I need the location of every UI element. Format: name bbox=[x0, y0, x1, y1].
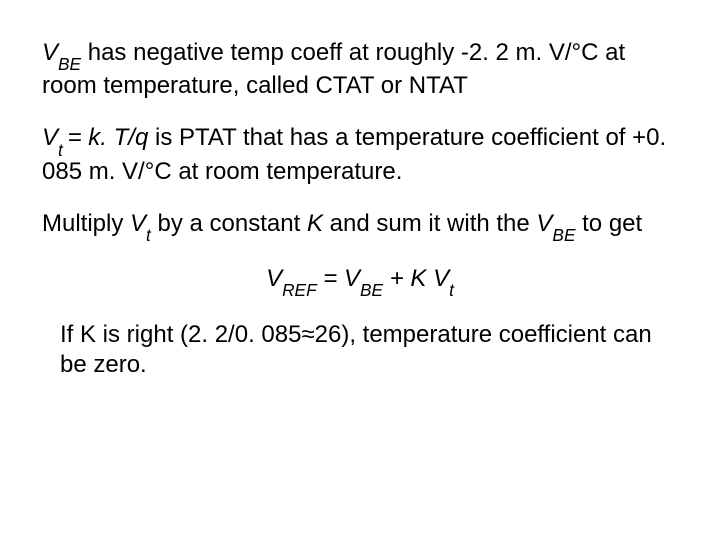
eq-equals: = bbox=[317, 265, 344, 292]
var-vbe: V bbox=[536, 210, 552, 237]
sub-t: t bbox=[449, 280, 454, 300]
text: to get bbox=[575, 210, 642, 237]
sub-ref: REF bbox=[282, 280, 317, 300]
eq-plus: + bbox=[383, 265, 410, 292]
var-vref: V bbox=[266, 265, 282, 292]
sub-be: BE bbox=[552, 225, 575, 245]
sub-be: BE bbox=[360, 280, 383, 300]
text: and sum it with the bbox=[323, 210, 536, 237]
var-k: K bbox=[410, 265, 433, 292]
eq-ktq: = k. T/q bbox=[68, 124, 149, 151]
paragraph-2: Vt = k. T/q is PTAT that has a temperatu… bbox=[42, 123, 678, 186]
sub-t: t bbox=[146, 225, 151, 245]
sub-t: t bbox=[58, 140, 68, 160]
var-vbe: V bbox=[344, 265, 360, 292]
paragraph-1: VBE has negative temp coeff at roughly -… bbox=[42, 38, 678, 101]
sub-be: BE bbox=[58, 54, 81, 74]
var-vbe: V bbox=[42, 39, 58, 66]
equation-vref: VREF = VBE + K Vt bbox=[42, 264, 678, 297]
var-vt: V bbox=[433, 265, 449, 292]
text: Multiply bbox=[42, 210, 130, 237]
var-vt: V bbox=[42, 124, 58, 151]
text: by a constant bbox=[151, 210, 307, 237]
text: If K is right (2. 2/0. 085≈26), temperat… bbox=[60, 321, 652, 378]
var-k: K bbox=[307, 210, 323, 237]
paragraph-3: Multiply Vt by a constant K and sum it w… bbox=[42, 209, 678, 242]
paragraph-4: If K is right (2. 2/0. 085≈26), temperat… bbox=[42, 320, 678, 380]
text: has negative temp coeff at roughly -2. 2… bbox=[42, 39, 625, 99]
var-vt: V bbox=[130, 210, 146, 237]
